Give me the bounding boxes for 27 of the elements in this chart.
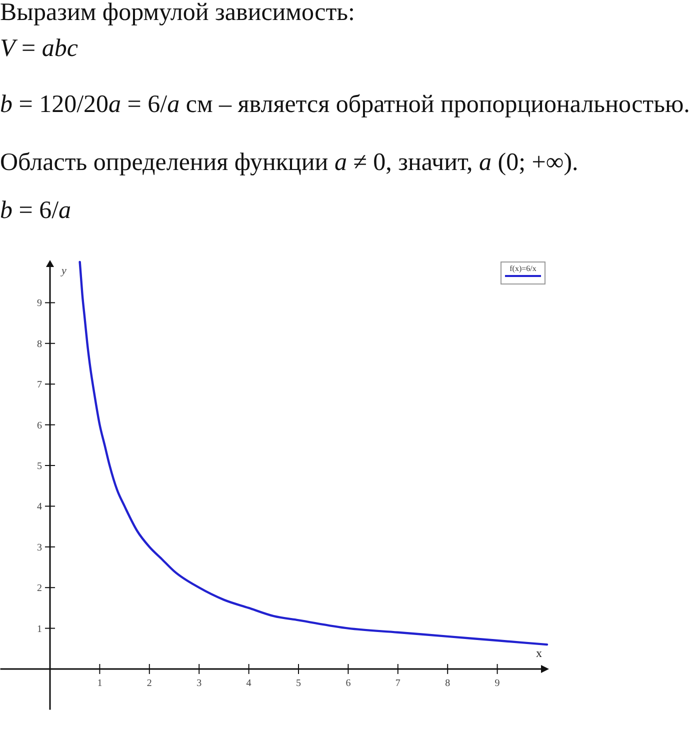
y-tick-label: 2 <box>37 583 42 594</box>
x-tick-label: 5 <box>296 678 301 689</box>
text: b = 6/a <box>0 197 72 224</box>
x-tick-label: 6 <box>346 678 351 689</box>
text: V = abc <box>0 35 78 62</box>
y-tick-label: 9 <box>37 298 42 310</box>
y-tick-label: 7 <box>37 380 42 391</box>
line-series <box>78 260 548 646</box>
x-axis-title: x <box>536 646 542 660</box>
x-tick-label: 7 <box>395 678 400 689</box>
text: b = 120/20a = 6/a см – является обратной пропорциональностью. <box>0 91 690 118</box>
text: Область определения функции a ≠ 0, значит, a (0; +∞). <box>0 149 578 176</box>
x-tick-label: 1 <box>97 678 102 689</box>
chart-title: Выразим формулой зависимость: <box>0 0 355 26</box>
y-axis-title: y <box>60 265 67 277</box>
x-tick-label: 4 <box>246 678 252 689</box>
x-tick-label: 2 <box>146 678 152 689</box>
y-tick-label: 3 <box>37 542 42 554</box>
y-tick-label: 6 <box>37 420 42 432</box>
y-tick-label: 8 <box>37 338 42 350</box>
y-tick-label: 5 <box>37 461 42 472</box>
x-tick-label: 3 <box>196 678 202 689</box>
text: f(x)=6/x <box>510 264 536 273</box>
x-tick-label: 9 <box>494 678 500 689</box>
y-tick-label: 4 <box>37 502 42 513</box>
y-tick-label: 1 <box>37 624 42 635</box>
x-tick-label: 8 <box>445 678 450 689</box>
